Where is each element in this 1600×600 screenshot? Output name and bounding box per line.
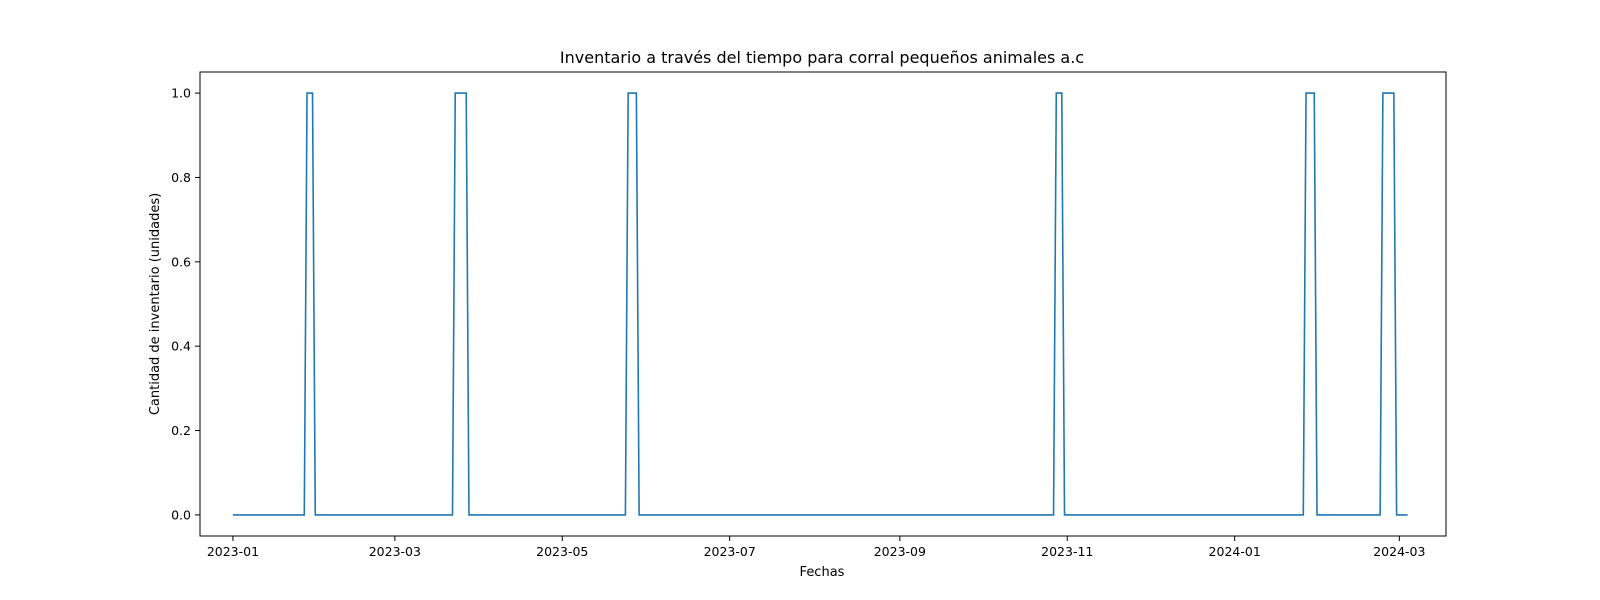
- y-axis: 0.0 0.2 0.4 0.6 0.8 1.0: [171, 86, 200, 522]
- y-axis-label: Cantidad de inventario (unidades): [148, 193, 163, 415]
- chart-title: Inventario a través del tiempo para corr…: [560, 48, 1084, 67]
- series-line-0: [232, 92, 1408, 516]
- x-tick-label-5: 2023-11: [1041, 544, 1093, 559]
- x-tick-label-0: 2023-01: [207, 544, 259, 559]
- x-tick-label-4: 2023-09: [874, 544, 926, 559]
- y-tick-label-0: 0.0: [171, 507, 191, 522]
- x-tick-label-3: 2023-07: [704, 544, 756, 559]
- y-tick-label-1: 0.2: [171, 423, 191, 438]
- y-tick-label-2: 0.4: [171, 339, 191, 354]
- y-tick-label-3: 0.6: [171, 254, 191, 269]
- x-axis: 2023-01 2023-03 2023-05 2023-07 2023-09 2023-…: [207, 536, 1425, 559]
- x-tick-label-1: 2023-03: [369, 544, 421, 559]
- x-tick-label-6: 2024-01: [1209, 544, 1261, 559]
- x-tick-label-7: 2024-03: [1373, 544, 1425, 559]
- x-axis-label: Fechas: [800, 565, 845, 580]
- y-tick-label-4: 0.8: [171, 170, 191, 185]
- x-tick-label-2: 2023-05: [536, 544, 588, 559]
- series-group: [232, 92, 1408, 516]
- y-tick-label-5: 1.0: [171, 86, 191, 101]
- plot-frame: [199, 71, 1447, 537]
